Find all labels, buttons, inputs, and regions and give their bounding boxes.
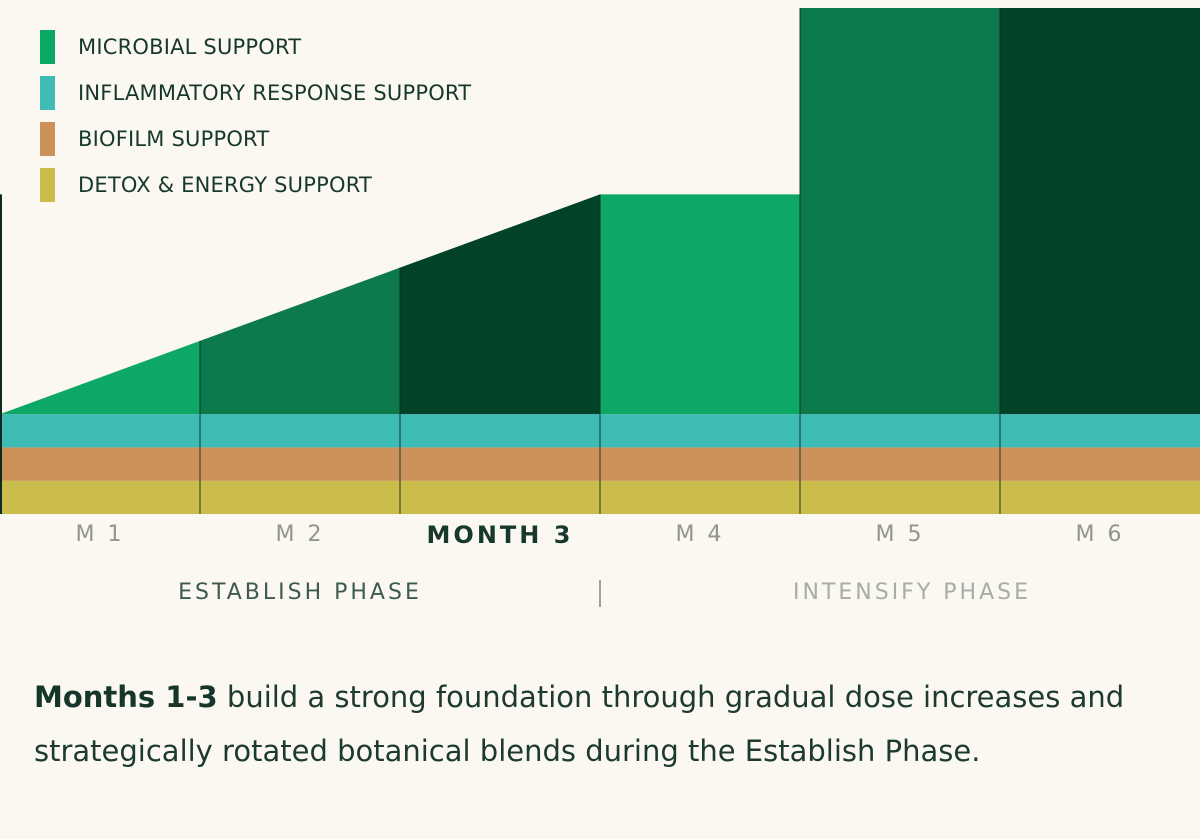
segment-biofilm-support-m1 — [0, 447, 200, 481]
caption-highlight: Months 1-3 — [34, 680, 218, 714]
segment-detox-energy-support-m4 — [600, 480, 800, 514]
legend-label-biofilm: BIOFILM SUPPORT — [78, 127, 270, 151]
legend-swatch-detox — [40, 168, 55, 202]
legend-item-detox: DETOX & ENERGY SUPPORT — [40, 162, 471, 208]
caption: Months 1-3 build a strong foundation thr… — [34, 670, 1174, 778]
chart-legend: MICROBIAL SUPPORT INFLAMMATORY RESPONSE … — [40, 24, 471, 208]
month-label-2: M 2 — [275, 522, 325, 547]
segment-inflammatory-response-support-m4 — [600, 414, 800, 448]
legend-label-microbial: MICROBIAL SUPPORT — [78, 35, 302, 59]
legend-swatch-inflammatory — [40, 76, 55, 110]
segment-biofilm-support-m3 — [400, 447, 600, 481]
segment-detox-energy-support-m3 — [400, 480, 600, 514]
segment-microbial-m6 — [1000, 8, 1200, 415]
month-label-1: M 1 — [75, 522, 125, 547]
stacked-area-chart — [0, 8, 1200, 514]
segment-microbial-m3 — [400, 194, 600, 415]
segment-detox-energy-support-m2 — [200, 480, 400, 514]
segment-microbial-m4 — [600, 194, 800, 415]
phase-divider — [599, 580, 601, 607]
segment-microbial-m1 — [0, 340, 200, 415]
segment-inflammatory-response-support-m5 — [800, 414, 1000, 448]
legend-item-microbial: MICROBIAL SUPPORT — [40, 24, 471, 70]
phase-label-intensify: INTENSIFY PHASE — [792, 580, 1031, 605]
caption-text: build a strong foundation through gradua… — [34, 680, 1125, 768]
legend-swatch-microbial — [40, 30, 55, 64]
segment-inflammatory-response-support-m2 — [200, 414, 400, 448]
month-label-5: M 5 — [875, 522, 925, 547]
month-label-3: MONTH 3 — [426, 521, 574, 549]
segment-biofilm-support-m4 — [600, 447, 800, 481]
legend-item-biofilm: BIOFILM SUPPORT — [40, 116, 471, 162]
segment-inflammatory-response-support-m3 — [400, 414, 600, 448]
month-label-4: M 4 — [675, 522, 725, 547]
segment-detox-energy-support-m5 — [800, 480, 1000, 514]
segment-microbial-m5 — [800, 8, 1000, 415]
month-label-6: M 6 — [1075, 522, 1125, 547]
segment-biofilm-support-m2 — [200, 447, 400, 481]
legend-item-inflammatory: INFLAMMATORY RESPONSE SUPPORT — [40, 70, 471, 116]
segment-microbial-m2 — [200, 267, 400, 415]
segment-biofilm-support-m5 — [800, 447, 1000, 481]
segment-biofilm-support-m6 — [1000, 447, 1200, 481]
legend-swatch-biofilm — [40, 122, 55, 156]
segment-detox-energy-support-m6 — [1000, 480, 1200, 514]
legend-label-inflammatory: INFLAMMATORY RESPONSE SUPPORT — [78, 81, 472, 105]
phase-label-establish: ESTABLISH PHASE — [178, 580, 422, 605]
legend-label-detox: DETOX & ENERGY SUPPORT — [78, 173, 372, 197]
segment-inflammatory-response-support-m6 — [1000, 414, 1200, 448]
segment-inflammatory-response-support-m1 — [0, 414, 200, 448]
segment-detox-energy-support-m1 — [0, 480, 200, 514]
